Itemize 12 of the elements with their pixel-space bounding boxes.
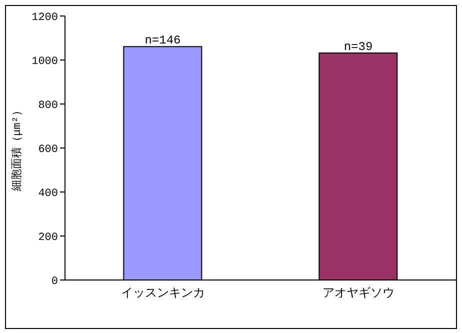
y-tick-label: 800 <box>38 100 58 112</box>
y-tick-label: 400 <box>38 188 58 200</box>
x-tick-label: アオヤギソウ <box>322 286 394 301</box>
annotation: n=39 <box>344 40 373 54</box>
y-tick-label: 0 <box>51 276 58 288</box>
x-tick-label: イッスンキンカ <box>120 286 205 301</box>
y-tick-label: 1200 <box>32 12 58 24</box>
y-tick-label: 1000 <box>32 56 58 68</box>
y-tick-label: 600 <box>38 144 58 156</box>
y-axis-title: 細胞面積（μm²） <box>10 105 24 192</box>
y-tick-label: 200 <box>38 232 58 244</box>
annotation: n=146 <box>144 34 181 48</box>
